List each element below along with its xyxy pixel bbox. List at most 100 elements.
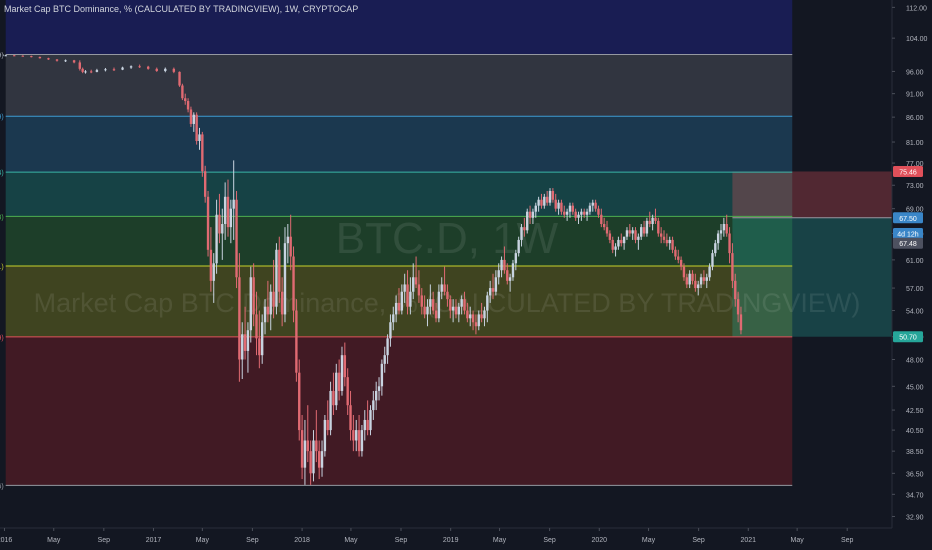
- candle: [164, 67, 167, 73]
- candle: [531, 208, 535, 225]
- candle: [705, 273, 708, 289]
- candle-body: [329, 390, 332, 431]
- candle: [699, 273, 703, 289]
- candle-body: [181, 85, 184, 99]
- price-badge-bg: [893, 237, 923, 249]
- time-tick-label: Sep: [841, 537, 854, 544]
- candle: [374, 381, 378, 411]
- price-tick-label: 45.00: [906, 384, 924, 391]
- candle: [326, 400, 329, 436]
- position-tool[interactable]: [732, 171, 892, 337]
- candle: [537, 196, 540, 212]
- candle-body: [471, 314, 475, 323]
- candle-body: [380, 363, 384, 387]
- candle: [317, 440, 321, 480]
- price-badge-text: 4d 12h: [897, 231, 919, 238]
- candle: [298, 359, 301, 441]
- candle: [602, 217, 606, 231]
- candle-body: [335, 372, 338, 406]
- candle: [377, 377, 381, 401]
- candle-body: [243, 334, 247, 351]
- candle-body: [303, 440, 307, 468]
- candle: [466, 302, 469, 323]
- fib-label-1: 1(100.00): [0, 52, 4, 59]
- price-tick-label: 34.70: [906, 492, 924, 499]
- time-axis[interactable]: 2016 May Sep 2017 May Sep 2018 May Sep 2019 May Sep…: [0, 527, 932, 550]
- candle-body: [665, 239, 669, 244]
- candle-body: [463, 299, 466, 311]
- candle: [4, 54, 7, 57]
- candle: [392, 306, 395, 331]
- candle-body: [215, 214, 218, 264]
- price-badge-text: 67.48: [899, 241, 917, 248]
- candle: [665, 233, 669, 247]
- candle-body: [625, 230, 629, 237]
- candle: [72, 59, 76, 64]
- candle: [614, 243, 617, 257]
- candle: [583, 208, 586, 218]
- time-tick-label: 2020: [591, 537, 607, 544]
- price-tick-label: 81.00: [906, 140, 924, 147]
- candle: [112, 67, 116, 71]
- candle: [506, 263, 509, 285]
- candle-body: [186, 101, 190, 110]
- candle-body: [323, 419, 327, 452]
- price-tick-label: 77.00: [906, 161, 924, 168]
- time-tick-label: May: [196, 537, 210, 544]
- candle-body: [679, 259, 683, 267]
- candle: [357, 414, 361, 457]
- price-axis[interactable]: 112.00 104.00 96.00 91.00 86.00 81.00 77.00 73.…: [891, 0, 932, 550]
- fib-level-lines: [5, 53, 793, 486]
- fib-label-0: 0(35.46): [0, 483, 4, 490]
- candle-body: [534, 205, 537, 212]
- candle-body: [369, 410, 372, 431]
- candle: [711, 249, 714, 271]
- candle-body: [195, 114, 198, 142]
- candle: [372, 390, 375, 420]
- candle: [409, 277, 412, 315]
- position-target-zone[interactable]: [732, 217, 892, 337]
- candle: [591, 199, 594, 212]
- candle-body: [229, 208, 233, 228]
- time-tick-label: Sep: [98, 537, 111, 544]
- candle-body: [611, 239, 614, 250]
- candle: [223, 182, 227, 240]
- candle: [352, 414, 355, 452]
- candle: [523, 217, 526, 237]
- candle-body: [223, 196, 227, 225]
- candle: [560, 199, 563, 215]
- candle: [674, 246, 677, 260]
- candle: [437, 284, 441, 323]
- candle-body: [514, 253, 518, 264]
- candle: [503, 246, 506, 274]
- candle-body: [78, 62, 81, 69]
- candle: [534, 202, 537, 218]
- candle-body: [206, 196, 210, 250]
- candle-body: [716, 233, 720, 244]
- position-stop-zone[interactable]: [732, 171, 892, 218]
- candle: [286, 224, 290, 264]
- fib-zone-0.786-0.618: [5, 116, 793, 173]
- candle-body: [138, 66, 141, 68]
- price-badge: 67.50: [893, 212, 923, 224]
- candle-body: [491, 288, 495, 292]
- candle-body: [252, 277, 255, 315]
- candle: [412, 263, 415, 300]
- candle: [389, 314, 392, 347]
- candle: [263, 299, 267, 335]
- candle-body: [249, 277, 252, 331]
- candle: [739, 306, 743, 335]
- candle-body: [711, 253, 714, 267]
- candle-body: [628, 230, 632, 234]
- candle-body: [112, 69, 116, 71]
- price-tick-label: 86.00: [906, 115, 924, 122]
- price-tick-label: 48.00: [906, 357, 924, 364]
- candle-body: [417, 284, 421, 296]
- candle-body: [352, 430, 355, 441]
- candle: [295, 299, 298, 382]
- candle-body: [608, 233, 612, 240]
- candle: [671, 236, 674, 254]
- candle: [232, 160, 235, 240]
- candle: [146, 65, 150, 70]
- chart-title: Market Cap BTC Dominance, % (CALCULATED …: [4, 4, 358, 14]
